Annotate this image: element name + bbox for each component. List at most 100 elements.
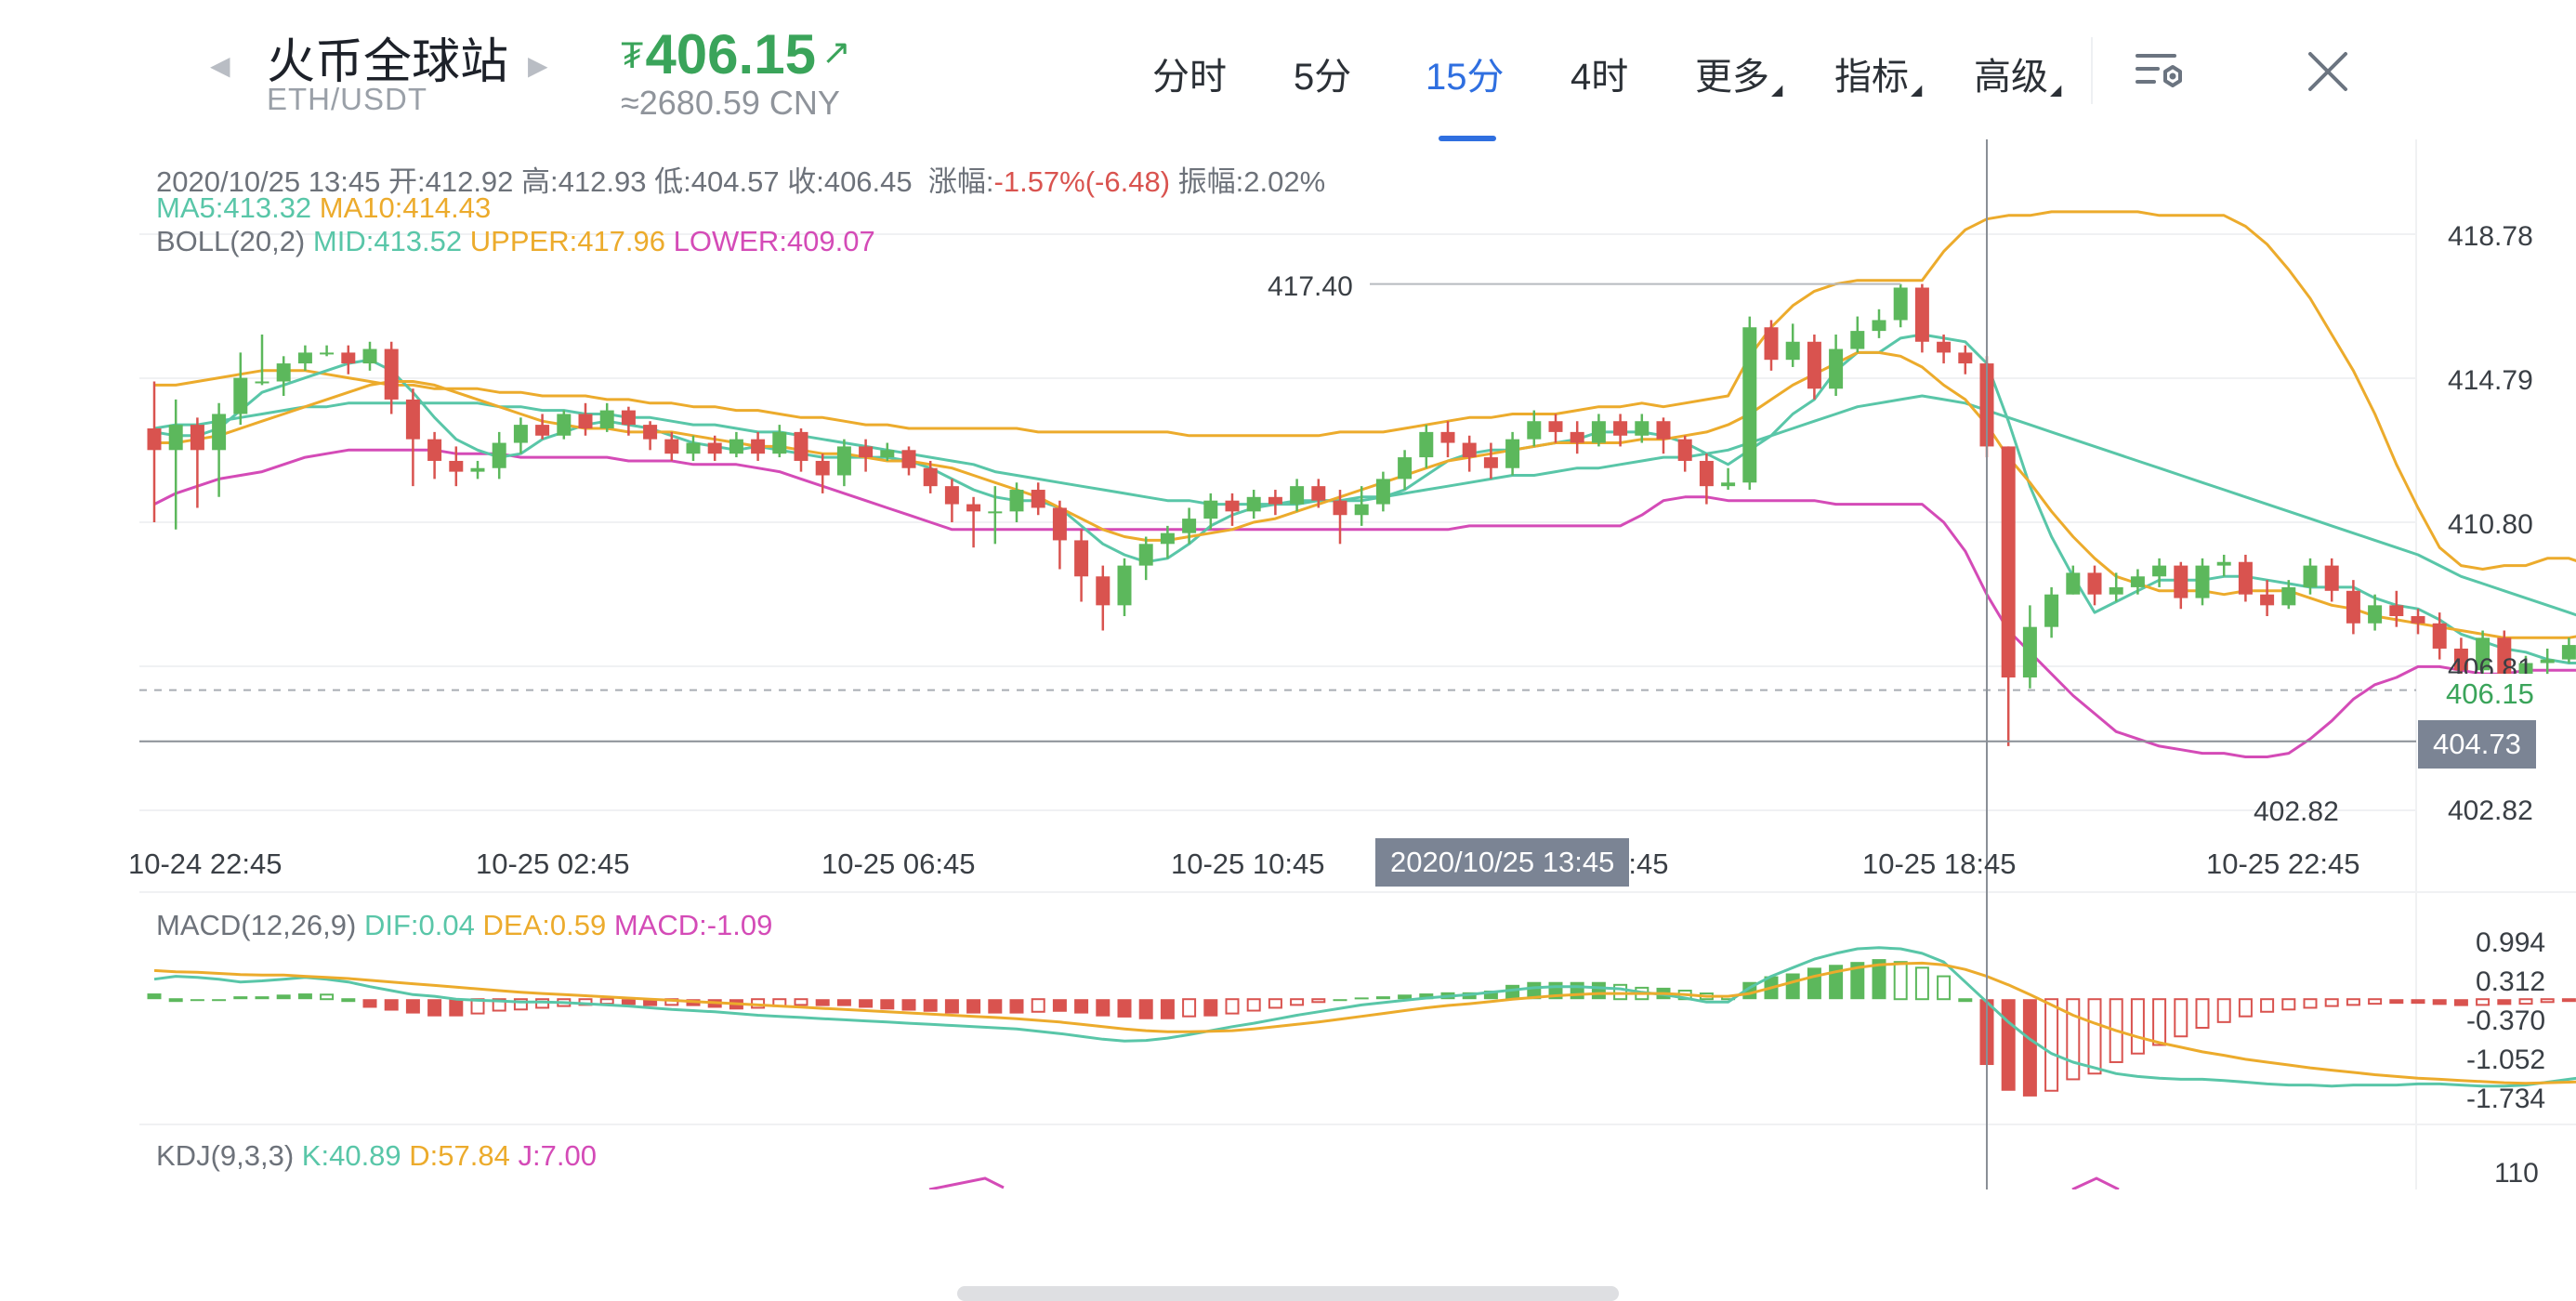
candle xyxy=(557,411,571,440)
time-axis-label: 10-25 02:45 xyxy=(476,848,629,881)
ma-lines xyxy=(154,335,2576,664)
candle xyxy=(859,440,873,472)
candle-body xyxy=(191,425,204,450)
candle xyxy=(579,403,593,436)
candle-body xyxy=(2131,576,2145,587)
tab-indicators[interactable]: 指标◢ xyxy=(1834,46,1922,100)
candle-body xyxy=(880,450,894,457)
candle-body xyxy=(1873,320,1886,331)
macd-bar xyxy=(1376,996,1390,999)
candle-body xyxy=(1161,533,1175,545)
macd-bar xyxy=(233,996,247,999)
macd-bar xyxy=(449,999,463,1016)
usdt-currency-symbol: ₮ xyxy=(621,35,643,76)
candle xyxy=(1958,346,1972,375)
price-axis-tick: 410.80 xyxy=(2448,509,2533,541)
macd-axis-tick: -1.734 xyxy=(2466,1084,2545,1115)
candle xyxy=(1678,436,1692,472)
macd-bar xyxy=(2240,999,2252,1016)
tab-label: 5分 xyxy=(1294,57,1351,98)
kdj-axis-tick: 110 xyxy=(2494,1158,2539,1189)
candle xyxy=(1765,320,1779,370)
candle xyxy=(1915,284,1929,353)
ma5-value: MA5:413.32 xyxy=(156,191,311,224)
chart-header: ◀ 火币全球站 ▶ ETH/USDT ₮406.15↗ ≈2680.59 CNY… xyxy=(0,0,2576,139)
candle-body xyxy=(298,352,312,363)
candle xyxy=(427,432,441,480)
high-price-marker: 417.40 xyxy=(1268,271,1353,303)
candle-body xyxy=(1398,457,1412,479)
candle-body xyxy=(1571,432,1584,443)
macd-axis-tick: -1.052 xyxy=(2466,1045,2545,1076)
candle-body xyxy=(557,414,571,435)
low-label: 低: xyxy=(654,165,691,198)
kline-chart[interactable]: 2020/10/25 13:45 开:412.92 高:412.93 低:404… xyxy=(0,139,2576,1189)
macd-name: MACD(12,26,9) xyxy=(156,909,356,941)
candle-body xyxy=(1592,421,1606,442)
grid-lines xyxy=(139,139,2576,1189)
candle xyxy=(2131,570,2145,595)
candle-body xyxy=(751,440,765,454)
macd-bar xyxy=(988,999,1002,1013)
macd-bar xyxy=(2002,999,2016,1091)
macd-bar xyxy=(2067,999,2079,1079)
candle xyxy=(2239,555,2253,602)
candle-body xyxy=(1829,349,1843,389)
candle-body xyxy=(427,440,441,461)
macd-bar xyxy=(795,999,808,1005)
tab-advanced[interactable]: 高级◢ xyxy=(1974,46,2061,100)
close-icon[interactable] xyxy=(2303,46,2353,97)
candle-body xyxy=(2066,572,2080,594)
candle xyxy=(320,346,334,357)
tab-15min[interactable]: 15分 xyxy=(1426,46,1505,100)
candle xyxy=(1290,479,1304,511)
high-value: 412.93 xyxy=(559,165,647,198)
kdj-info-line: KDJ(9,3,3) K:40.89 D:57.84 J:7.00 xyxy=(156,1139,597,1173)
candle xyxy=(1850,317,1864,353)
candle xyxy=(837,440,851,487)
boll-lower-value: LOWER:409.07 xyxy=(674,225,875,257)
macd-bar xyxy=(902,999,916,1010)
macd-bar xyxy=(859,999,873,1007)
candle-body xyxy=(2281,587,2295,605)
chart-settings-icon[interactable] xyxy=(2134,48,2186,93)
candle-body xyxy=(277,363,291,381)
macd-bar xyxy=(622,999,636,1005)
candle-body xyxy=(795,432,808,461)
caret-down-icon: ◢ xyxy=(2050,83,2061,99)
candle xyxy=(772,425,786,457)
candle-body xyxy=(1527,421,1541,439)
macd-bar xyxy=(2175,999,2187,1036)
candle xyxy=(1463,436,1477,472)
candle-body xyxy=(1010,490,1024,511)
candle-body xyxy=(1613,421,1627,436)
candle-body xyxy=(1894,287,1908,320)
candle-body xyxy=(2412,616,2425,624)
candle-body xyxy=(449,461,463,472)
tab-more[interactable]: 更多◢ xyxy=(1695,46,1782,100)
chevron-left-icon[interactable]: ◀ xyxy=(210,50,230,81)
candle-body xyxy=(1074,540,1088,576)
candle-body xyxy=(837,446,851,475)
tab-5min[interactable]: 5分 xyxy=(1294,46,1351,100)
candle-body xyxy=(2002,446,2016,677)
macd-bar xyxy=(298,993,312,999)
candle-body xyxy=(256,381,269,383)
candle xyxy=(1074,530,1088,602)
macd-bar xyxy=(966,999,980,1013)
tab-timeline[interactable]: 分时 xyxy=(1152,46,1227,100)
candle xyxy=(2217,555,2231,576)
tab-4hour[interactable]: 4时 xyxy=(1571,46,1628,100)
horizontal-scrollbar[interactable] xyxy=(957,1286,1619,1301)
macd-bar xyxy=(1010,999,1024,1013)
caret-down-icon: ◢ xyxy=(1771,83,1782,99)
candle xyxy=(2260,580,2274,616)
candle xyxy=(2174,562,2188,610)
macd-bar xyxy=(2218,999,2230,1022)
chevron-right-icon[interactable]: ▶ xyxy=(528,50,548,81)
macd-bar xyxy=(170,999,182,1001)
candle-body xyxy=(1118,566,1132,606)
candle xyxy=(535,414,549,439)
candle-body xyxy=(1268,497,1282,505)
candle-body xyxy=(2304,566,2318,587)
